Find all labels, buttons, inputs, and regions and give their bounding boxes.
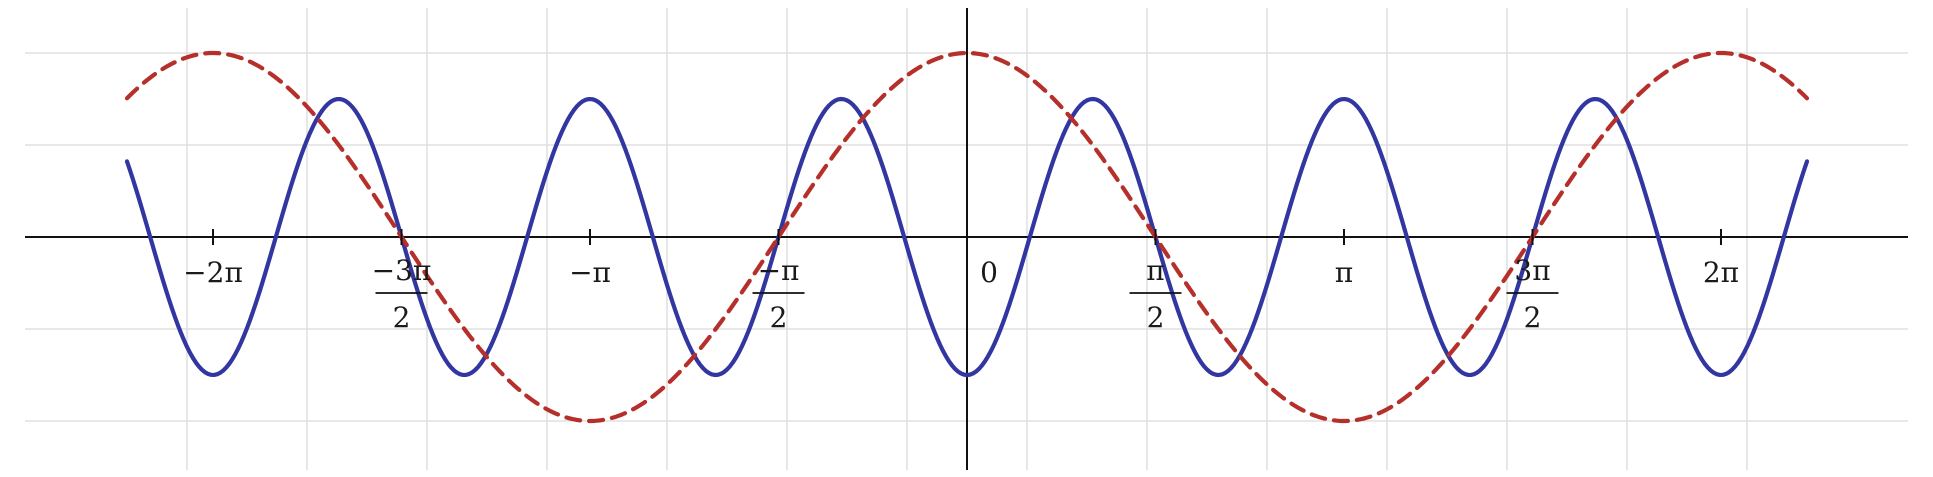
x-tick-label-denominator: 2: [393, 301, 411, 334]
x-tick-label-denominator: 2: [770, 301, 788, 334]
x-tick-label-numerator: −3π: [372, 254, 432, 287]
x-tick-label-denominator: 2: [1524, 301, 1542, 334]
x-tick-label-numerator: 3π: [1514, 254, 1550, 287]
series-line-dashed: [124, 50, 1810, 424]
x-tick-label: π: [1335, 256, 1353, 289]
x-tick-label-numerator: π: [1146, 254, 1164, 287]
series-line-solid: [124, 96, 1810, 378]
x-tick-label-denominator: 2: [1147, 301, 1165, 334]
x-tick-label: 0: [980, 256, 998, 289]
curves: [124, 50, 1810, 424]
x-tick-label: −2π: [183, 256, 243, 289]
axes: [25, 8, 1908, 470]
x-tick-label-numerator: −π: [758, 254, 800, 287]
x-tick-label: 2π: [1703, 256, 1739, 289]
x-tick-label: −π: [569, 256, 611, 289]
